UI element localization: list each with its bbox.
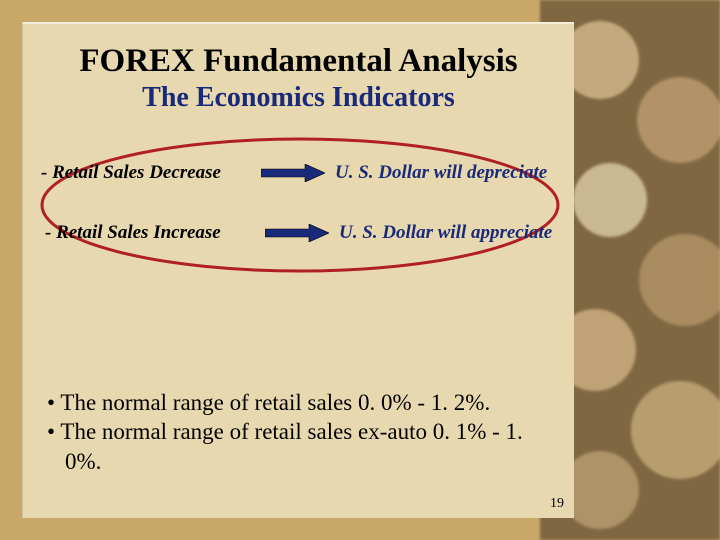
relation-row: - Retail Sales Increase U. S. Dollar wil… (45, 222, 552, 244)
bullet-item: The normal range of retail sales 0. 0% -… (47, 388, 556, 417)
relation-row: - Retail Sales Decrease U. S. Dollar wil… (41, 162, 547, 184)
bullet-item: The normal range of retail sales ex-auto… (47, 417, 556, 476)
page-number: 19 (550, 496, 564, 512)
arrow-right-icon (261, 164, 325, 182)
highlight-ellipse (35, 130, 565, 280)
relations-block: - Retail Sales Decrease U. S. Dollar wil… (41, 156, 556, 316)
relation-effect: U. S. Dollar will depreciate (335, 162, 547, 184)
slide-panel: FOREX Fundamental Analysis The Economics… (22, 22, 574, 518)
slide-title: FOREX Fundamental Analysis (41, 43, 556, 80)
arrow-right-icon (265, 224, 329, 242)
slide-subtitle: The Economics Indicators (41, 82, 556, 114)
relation-cause: - Retail Sales Decrease (41, 162, 251, 184)
bullet-list: The normal range of retail sales 0. 0% -… (41, 388, 556, 476)
relation-cause: - Retail Sales Increase (45, 222, 255, 244)
relation-effect: U. S. Dollar will appreciate (339, 222, 552, 244)
